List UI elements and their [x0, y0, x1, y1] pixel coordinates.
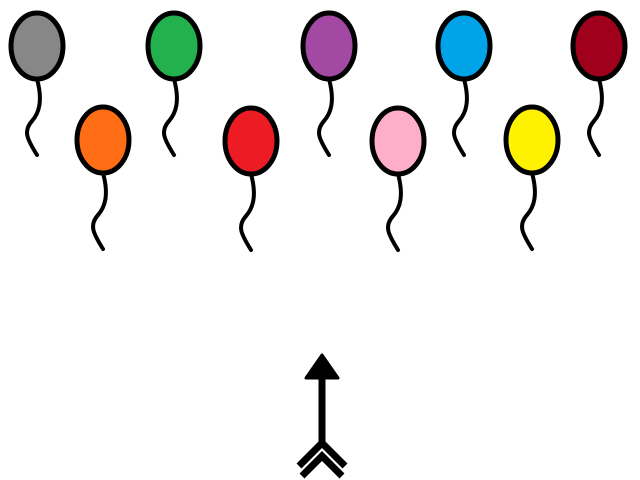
balloon-string — [317, 77, 334, 157]
balloon-gray[interactable] — [8, 10, 66, 157]
arrow-fletching — [296, 438, 348, 469]
arrow-up-icon — [304, 353, 340, 380]
balloon-yellow[interactable] — [503, 104, 561, 251]
balloon-string — [162, 77, 179, 157]
balloon-maroon[interactable] — [570, 10, 628, 157]
balloon-green[interactable] — [145, 10, 203, 157]
balloon-body[interactable] — [435, 10, 493, 82]
balloon-blue[interactable] — [435, 10, 493, 157]
balloon-body[interactable] — [8, 10, 66, 82]
balloon-body[interactable] — [369, 105, 427, 177]
balloon-string — [587, 77, 604, 157]
balloon-string — [91, 171, 108, 251]
balloon-orange[interactable] — [74, 104, 132, 251]
balloon-layer — [8, 10, 628, 252]
balloon-body[interactable] — [570, 10, 628, 82]
balloon-body[interactable] — [300, 10, 358, 82]
arrow-shooter[interactable] — [296, 353, 348, 479]
balloon-string — [386, 172, 403, 252]
balloon-pink[interactable] — [369, 105, 427, 252]
balloon-body[interactable] — [145, 10, 203, 82]
balloon-body[interactable] — [74, 104, 132, 176]
balloon-string — [25, 77, 42, 157]
balloon-purple[interactable] — [300, 10, 358, 157]
balloon-body[interactable] — [503, 104, 561, 176]
balloon-string — [520, 171, 537, 251]
balloon-string — [239, 172, 256, 252]
balloon-red[interactable] — [222, 105, 280, 252]
balloon-body[interactable] — [222, 105, 280, 177]
arrow-fletching — [299, 451, 345, 479]
balloon-string — [452, 77, 469, 157]
